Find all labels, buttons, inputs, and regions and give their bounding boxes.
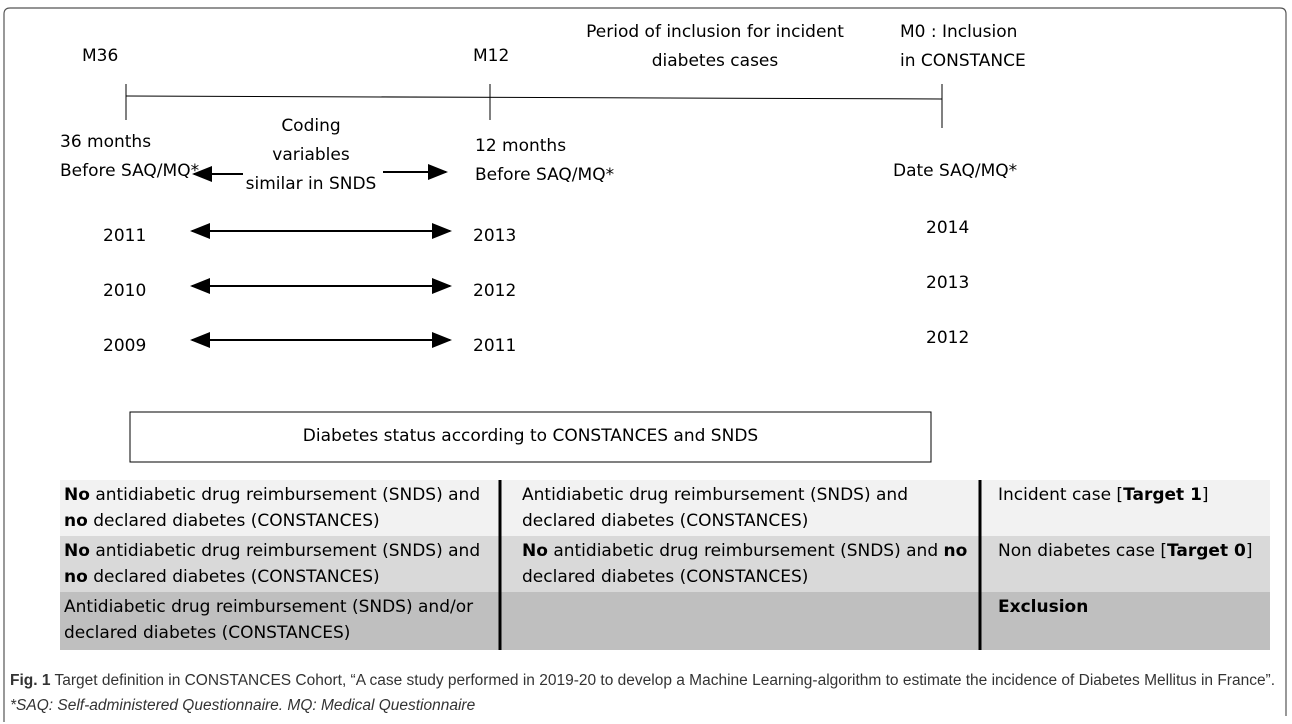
text-run: ] (1201, 485, 1209, 505)
text-line: similar in SNDS (245, 174, 377, 194)
table-cell: No antidiabetic drug reimbursement (SNDS… (522, 538, 972, 590)
table-cell: Antidiabetic drug reimbursement (SNDS) a… (64, 594, 494, 646)
timeline (125, 95, 943, 100)
year: 2012 (473, 281, 517, 301)
label: M0 : Inclusion in CONSTANCE (900, 18, 1026, 76)
frame (3, 7, 1287, 722)
text-run: No (522, 541, 548, 561)
text-run: no (64, 511, 88, 531)
text-run: Target 0 (1166, 541, 1246, 561)
text-run: antidiabetic drug reimbursement (SNDS) a… (547, 541, 944, 561)
label: 36 months Before SAQ/MQ* (60, 128, 199, 186)
text-line: Before SAQ/MQ* (475, 165, 615, 185)
table-cell: Antidiabetic drug reimbursement (SNDS) a… (522, 482, 972, 534)
text-run: Exclusion (998, 597, 1089, 617)
table-row: No antidiabetic drug reimbursement (SNDS… (60, 480, 1270, 536)
label: 12 months Before SAQ/MQ* (475, 132, 614, 190)
table-cell: No antidiabetic drug reimbursement (SNDS… (64, 538, 494, 590)
year: 2014 (926, 218, 970, 238)
year: 2009 (103, 336, 147, 356)
text-run: antidiabetic drug reimbursement (SNDS) a… (89, 485, 481, 505)
text-run: Incident case [ (998, 485, 1124, 505)
caption: Fig. 1 Target definition in CONSTANCES C… (10, 668, 1280, 718)
text-line: Coding (281, 116, 341, 136)
text-run: Target 1 (1123, 485, 1202, 505)
label: Date SAQ/MQ* (893, 161, 1018, 181)
text-line: 36 months (60, 132, 152, 152)
text-run: antidiabetic drug reimbursement (SNDS) a… (89, 541, 481, 561)
text-run: *SAQ: Self-administered Questionnaire. M… (10, 697, 476, 714)
text-line: M0 : Inclusion (900, 22, 1018, 42)
text-line: diabetes cases (651, 51, 779, 71)
row-bg (60, 592, 1270, 650)
label: Period of inclusion for incident diabetes… (560, 18, 870, 76)
table-row: No antidiabetic drug reimbursement (SNDS… (60, 536, 1270, 592)
label: M12 (473, 46, 510, 66)
text-run: declared diabetes (CONSTANCES) (522, 567, 809, 587)
label: M36 (82, 46, 119, 66)
text-run: Non diabetes case [ (998, 541, 1167, 561)
table-cell: Incident case [Target 1] (998, 482, 1270, 508)
text-run: declared diabetes (CONSTANCES) (87, 567, 380, 587)
table-row: Antidiabetic drug reimbursement (SNDS) a… (60, 592, 1270, 648)
table-cell: Non diabetes case [Target 0] (998, 538, 1270, 564)
status-box (129, 411, 932, 463)
table-cell: Exclusion (998, 594, 1270, 620)
text-run: declared diabetes (CONSTANCES) (87, 511, 380, 531)
year: 2013 (926, 273, 970, 293)
text-line: Period of inclusion for incident (586, 22, 844, 42)
text-run: Antidiabetic drug reimbursement (SNDS) a… (64, 597, 474, 643)
text-run: ] (1245, 541, 1253, 561)
status-title: Diabetes status according to CONSTANCES … (302, 426, 759, 446)
year: 2013 (473, 226, 517, 246)
text-run: No (64, 541, 90, 561)
text-run: No (64, 485, 90, 505)
row-bg (60, 536, 1270, 592)
row-bg (60, 480, 1270, 536)
year: 2012 (926, 328, 970, 348)
text-run: Antidiabetic drug reimbursement (SNDS) a… (522, 485, 908, 531)
text-run: Target definition in CONSTANCES Cohort, … (50, 672, 1276, 689)
text-run: no (943, 541, 968, 561)
text-line: in CONSTANCE (900, 51, 1026, 71)
text-line: variables (272, 145, 350, 165)
table-cell: No antidiabetic drug reimbursement (SNDS… (64, 482, 494, 534)
year: 2011 (103, 226, 147, 246)
year: 2010 (103, 281, 147, 301)
label: Coding variables similar in SNDS (240, 112, 382, 199)
text-line: Before SAQ/MQ* (60, 161, 200, 181)
text-run: no (64, 567, 88, 587)
text-run: Fig. 1 (10, 672, 51, 689)
year: 2011 (473, 336, 517, 356)
text-line: 12 months (475, 136, 567, 156)
